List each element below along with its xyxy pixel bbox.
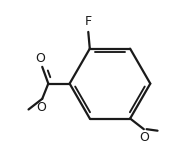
Text: O: O bbox=[35, 52, 45, 65]
Text: O: O bbox=[140, 131, 150, 144]
Text: F: F bbox=[85, 15, 92, 28]
Text: O: O bbox=[36, 101, 46, 114]
